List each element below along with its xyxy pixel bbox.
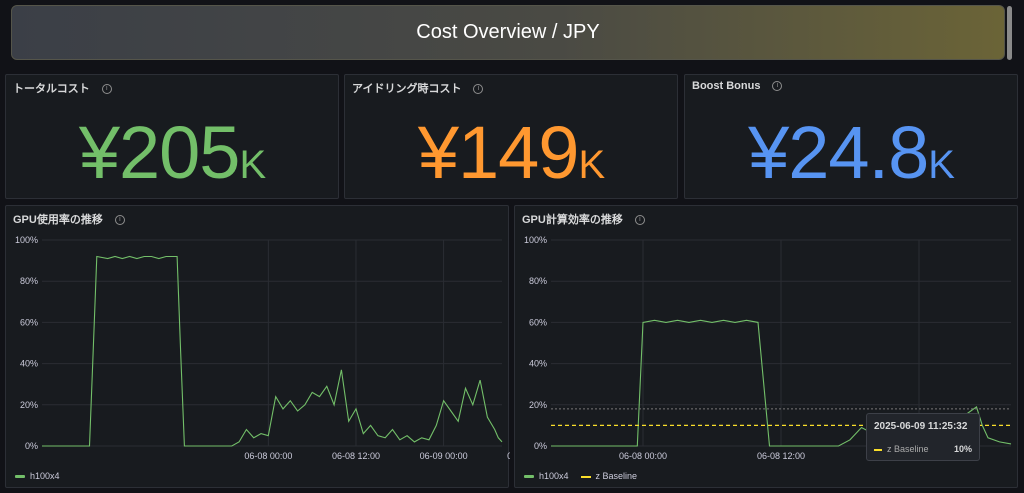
chart-tooltip: 2025-06-09 11:25:32 z Baseline 10% [866, 413, 980, 461]
legend-item-h100x4[interactable]: h100x4 [15, 471, 60, 481]
stat-number: ¥205 [78, 111, 241, 194]
y-tick-label: 60% [20, 317, 38, 327]
legend-item-z-baseline[interactable]: z Baseline [580, 471, 638, 481]
x-tick-label: 06-08 00:00 [244, 451, 292, 461]
dashboard-title-bar: Cost Overview / JPY [11, 5, 1005, 60]
chart-legend: h100x4 [15, 471, 60, 481]
y-tick-label: 0% [25, 441, 38, 451]
y-tick-label: 80% [20, 276, 38, 286]
panel-title: GPU計算効率の推移 [522, 214, 623, 226]
chart-panel-gpu-usage: GPU使用率の推移 i 0% 20% 40% 60% 80% 100% 06-08 00:00… [5, 205, 510, 488]
stat-value: ¥205K [6, 113, 338, 205]
legend-label: h100x4 [539, 471, 569, 481]
x-tick-label: 06-08 12:00 [757, 451, 805, 461]
y-tick-label: 100% [524, 235, 547, 245]
y-tick-label: 40% [20, 359, 38, 369]
stat-unit: K [578, 143, 605, 187]
stat-number: ¥149 [417, 111, 580, 194]
info-icon[interactable]: i [772, 81, 783, 92]
x-tick-label: 06-08 00:00 [619, 451, 667, 461]
stat-panel-boost-bonus: Boost Bonus i ¥24.8K [684, 74, 1018, 199]
y-tick-label: 80% [529, 276, 547, 286]
dashboard-title: Cost Overview / JPY [416, 21, 600, 43]
stat-unit: K [928, 143, 955, 187]
tooltip-series: z Baseline [887, 444, 929, 454]
x-tick-label: 06-09 00:00 [420, 451, 468, 461]
scrollbar[interactable] [1007, 6, 1012, 60]
tooltip-swatch [874, 448, 882, 451]
y-tick-label: 20% [20, 400, 38, 410]
y-tick-label: 20% [529, 400, 547, 410]
x-tick-label: 06-09 12:00 [507, 451, 510, 461]
series-line-h100x4 [42, 255, 503, 447]
info-icon[interactable]: i [634, 215, 645, 226]
legend-item-h100x4[interactable]: h100x4 [524, 471, 569, 481]
stat-panel-idle-cost: アイドリング時コスト i ¥149K [344, 74, 678, 199]
info-icon[interactable]: i [101, 84, 112, 95]
legend-swatch [524, 475, 534, 479]
y-tick-label: 0% [534, 441, 547, 451]
tooltip-time: 2025-06-09 11:25:32 [874, 421, 968, 432]
chart-legend: h100x4 z Baseline [524, 471, 637, 481]
x-tick-label: 06-08 12:00 [332, 451, 380, 461]
panel-title: トータルコスト [13, 83, 90, 95]
info-icon[interactable]: i [114, 215, 125, 226]
usage-chart[interactable]: 0% 20% 40% 60% 80% 100% 06-08 00:00 06-08 12:00… [6, 228, 510, 483]
legend-swatch [15, 475, 25, 479]
stat-unit: K [239, 143, 266, 187]
panel-title: GPU使用率の推移 [13, 214, 103, 226]
panel-title: アイドリング時コスト [352, 83, 462, 95]
legend-label: z Baseline [595, 471, 638, 481]
tooltip-value: 10% [953, 444, 972, 454]
y-tick-label: 40% [529, 359, 547, 369]
y-tick-label: 60% [529, 317, 547, 327]
stat-value: ¥24.8K [685, 113, 1017, 205]
y-tick-label: 100% [15, 235, 38, 245]
panel-title: Boost Bonus [692, 80, 761, 92]
legend-label: h100x4 [30, 471, 60, 481]
stat-panel-total-cost: トータルコスト i ¥205K [5, 74, 339, 199]
legend-swatch [580, 475, 591, 478]
stat-number: ¥24.8 [748, 111, 929, 194]
info-icon[interactable]: i [473, 84, 484, 95]
tooltip-row: z Baseline 10% [874, 444, 972, 454]
stat-value: ¥149K [345, 113, 677, 205]
